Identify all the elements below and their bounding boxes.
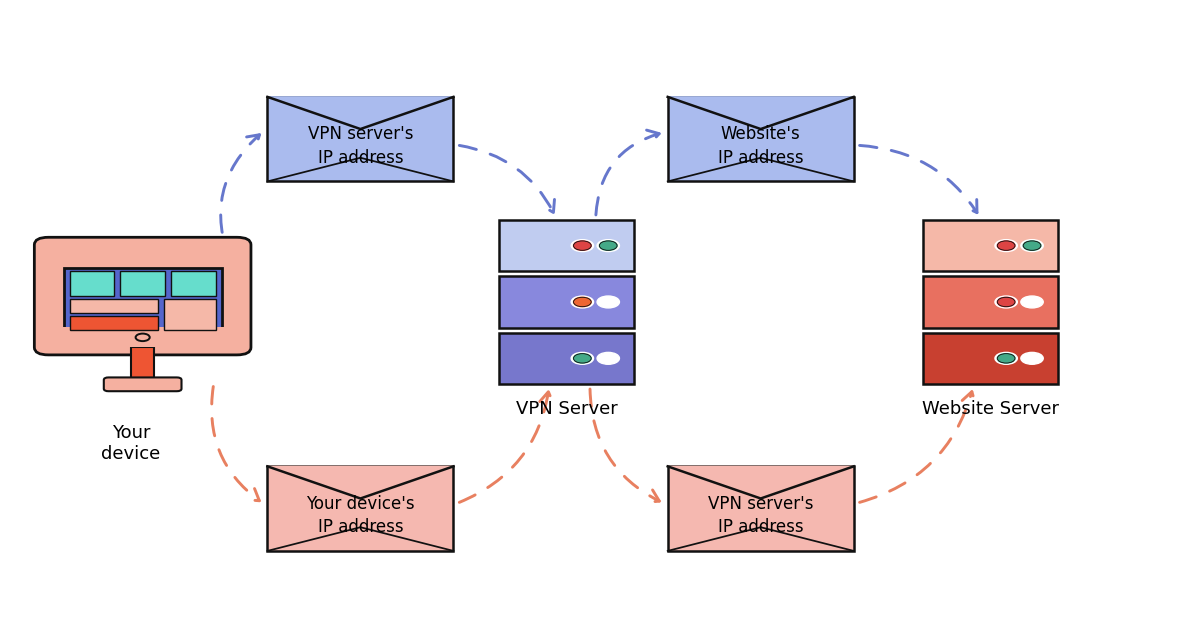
Circle shape <box>1023 353 1041 363</box>
Bar <box>268 97 453 181</box>
Circle shape <box>571 240 594 252</box>
Bar <box>668 97 853 181</box>
FancyArrowPatch shape <box>459 392 553 503</box>
Circle shape <box>995 352 1017 364</box>
Circle shape <box>997 353 1015 363</box>
Circle shape <box>599 353 617 363</box>
Bar <box>499 276 634 328</box>
Bar <box>70 316 158 330</box>
Bar <box>70 299 158 313</box>
Bar <box>48 327 237 347</box>
Polygon shape <box>668 466 853 499</box>
Circle shape <box>599 241 617 250</box>
Bar <box>171 271 216 296</box>
Text: VPN server's
IP address: VPN server's IP address <box>308 125 413 167</box>
Text: Your
device: Your device <box>101 424 160 463</box>
Circle shape <box>997 298 1015 307</box>
Circle shape <box>571 296 594 308</box>
Bar <box>268 466 453 551</box>
Polygon shape <box>668 97 853 129</box>
Bar <box>668 466 853 551</box>
Bar <box>120 271 165 296</box>
FancyArrowPatch shape <box>596 130 660 215</box>
Circle shape <box>1021 240 1043 252</box>
Bar <box>164 299 216 330</box>
Text: Your device's
IP address: Your device's IP address <box>306 494 414 536</box>
Circle shape <box>599 298 617 307</box>
Circle shape <box>597 296 620 308</box>
Polygon shape <box>268 466 453 499</box>
Circle shape <box>1021 296 1043 308</box>
Bar <box>923 220 1058 271</box>
Bar <box>64 268 222 328</box>
Bar <box>923 276 1058 328</box>
FancyArrowPatch shape <box>211 386 260 501</box>
Circle shape <box>573 353 591 363</box>
FancyArrowPatch shape <box>590 389 660 503</box>
Bar <box>70 271 114 296</box>
Bar <box>923 333 1058 384</box>
Circle shape <box>573 241 591 250</box>
Polygon shape <box>268 97 453 129</box>
FancyArrowPatch shape <box>859 145 977 213</box>
Bar <box>499 333 634 384</box>
Text: VPN server's
IP address: VPN server's IP address <box>708 494 813 536</box>
Bar <box>499 220 634 271</box>
FancyArrowPatch shape <box>459 145 555 213</box>
Circle shape <box>573 298 591 307</box>
FancyArrowPatch shape <box>221 135 260 263</box>
Text: Website Server: Website Server <box>922 399 1058 418</box>
Circle shape <box>1023 298 1041 307</box>
Bar <box>131 347 155 380</box>
Circle shape <box>997 241 1015 250</box>
FancyArrowPatch shape <box>859 392 976 503</box>
Circle shape <box>995 296 1017 308</box>
Circle shape <box>571 352 594 364</box>
FancyBboxPatch shape <box>34 237 251 355</box>
Text: VPN Server: VPN Server <box>516 399 617 418</box>
Circle shape <box>1021 352 1043 364</box>
Circle shape <box>1023 241 1041 250</box>
Circle shape <box>995 240 1017 252</box>
Circle shape <box>597 352 620 364</box>
FancyBboxPatch shape <box>104 377 182 391</box>
Circle shape <box>597 240 620 252</box>
Text: Website's
IP address: Website's IP address <box>717 125 804 167</box>
